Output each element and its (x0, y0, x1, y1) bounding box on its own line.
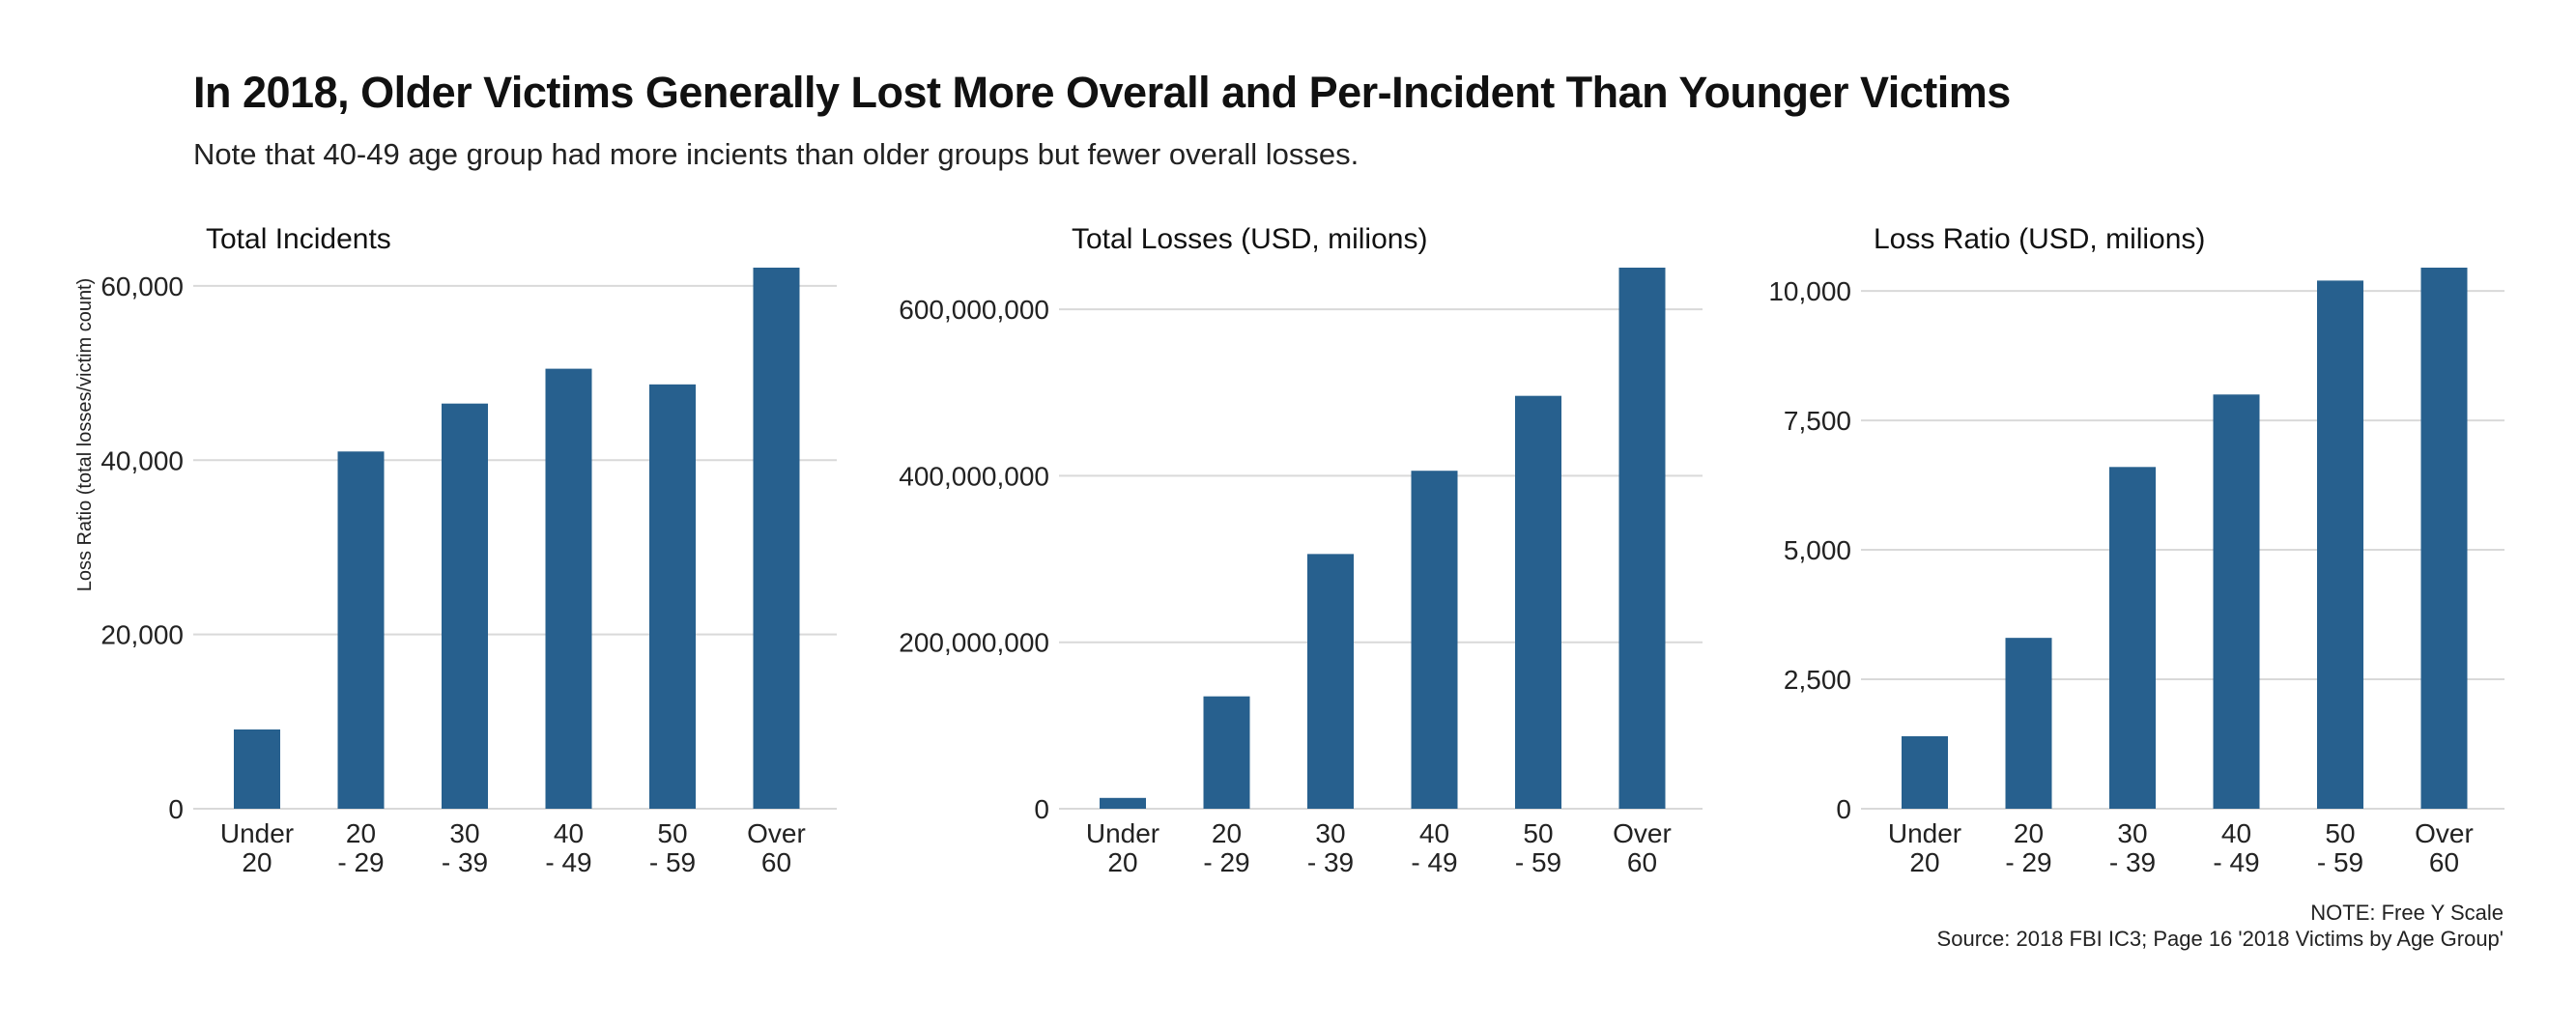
x-tick-label: - 39 (2109, 847, 2156, 877)
source-note: Source: 2018 FBI IC3; Page 16 '2018 Vict… (1936, 927, 2504, 951)
bar (337, 451, 385, 809)
x-tick-label: - 29 (1203, 847, 1249, 877)
y-tick-label: 0 (168, 794, 184, 824)
bar (234, 729, 280, 809)
bar (1902, 735, 1948, 809)
y-tick-label: 600,000,000 (899, 295, 1049, 325)
bar (753, 268, 800, 809)
bar (1515, 395, 1561, 809)
x-tick-label: 30 (2117, 818, 2147, 848)
x-tick-label: 30 (1315, 818, 1345, 848)
y-axis-label: Loss Ratio (total losses/victim count) (74, 278, 96, 592)
x-tick-label: 60 (1627, 847, 1657, 877)
bar (2213, 394, 2260, 809)
x-tick-label: - 29 (337, 847, 384, 877)
x-tick-label: Under (1086, 818, 1159, 848)
x-tick-label: 50 (2325, 818, 2355, 848)
y-tick-label: 400,000,000 (899, 461, 1049, 491)
bar (649, 384, 696, 809)
y-tick-label: 5,000 (1784, 535, 1851, 565)
bar (442, 403, 488, 809)
bar (1411, 471, 1458, 809)
y-tick-label: 2,500 (1784, 665, 1851, 695)
bar (2109, 467, 2156, 809)
x-tick-label: 50 (657, 818, 687, 848)
y-tick-label: 200,000,000 (899, 628, 1049, 658)
x-tick-label: - 49 (2213, 847, 2259, 877)
bar (2317, 280, 2363, 810)
panel-title: Loss Ratio (USD, milions) (1874, 223, 2205, 255)
x-tick-label: 20 (2014, 818, 2044, 848)
x-tick-label: 20 (1212, 818, 1242, 848)
y-tick-label: 0 (1836, 794, 1851, 824)
bar (2005, 638, 2052, 809)
chart-figure-subtitle: Note that 40-49 age group had more incie… (193, 137, 1360, 171)
x-tick-label: 50 (1523, 818, 1553, 848)
chart-figure-title: In 2018, Older Victims Generally Lost Mo… (193, 68, 2011, 117)
x-tick-label: 30 (449, 818, 479, 848)
y-tick-label: 20,000 (100, 620, 184, 650)
y-tick-label: 0 (1034, 794, 1049, 824)
chart-panel-2: 0200,000,000400,000,000600,000,000Under2… (899, 223, 1703, 877)
bar (1100, 797, 1146, 809)
x-tick-label: 40 (554, 818, 584, 848)
x-tick-label: Under (1888, 818, 1961, 848)
x-tick-label: - 59 (2317, 847, 2363, 877)
x-tick-label: 40 (1419, 818, 1449, 848)
x-tick-label: 40 (2221, 818, 2251, 848)
x-tick-label: 60 (761, 847, 791, 877)
y-tick-label: 10,000 (1768, 276, 1851, 306)
x-tick-label: Under (220, 818, 294, 848)
x-tick-label: Over (1613, 818, 1672, 848)
x-tick-label: 20 (1107, 847, 1137, 877)
bar (1307, 554, 1354, 809)
x-tick-label: - 49 (545, 847, 591, 877)
x-tick-label: - 29 (2005, 847, 2051, 877)
bar (1203, 696, 1250, 809)
bar (2420, 268, 2468, 809)
x-tick-label: - 39 (442, 847, 488, 877)
x-tick-label: 20 (1909, 847, 1939, 877)
panel-title: Total Losses (USD, milions) (1072, 223, 1427, 255)
scale-note: NOTE: Free Y Scale (2310, 901, 2504, 925)
y-tick-label: 60,000 (100, 272, 184, 301)
x-tick-label: 20 (242, 847, 272, 877)
x-tick-label: - 59 (649, 847, 696, 877)
y-tick-label: 40,000 (100, 445, 184, 475)
x-tick-label: 20 (346, 818, 376, 848)
x-tick-label: 60 (2429, 847, 2459, 877)
x-tick-label: Over (747, 818, 806, 848)
bar (545, 368, 592, 809)
x-tick-label: - 59 (1515, 847, 1561, 877)
panel-title: Total Incidents (206, 223, 391, 255)
bar (1618, 268, 1666, 809)
x-tick-label: Over (2415, 818, 2474, 848)
y-tick-label: 7,500 (1784, 406, 1851, 436)
x-tick-label: - 49 (1411, 847, 1457, 877)
x-tick-label: - 39 (1307, 847, 1354, 877)
